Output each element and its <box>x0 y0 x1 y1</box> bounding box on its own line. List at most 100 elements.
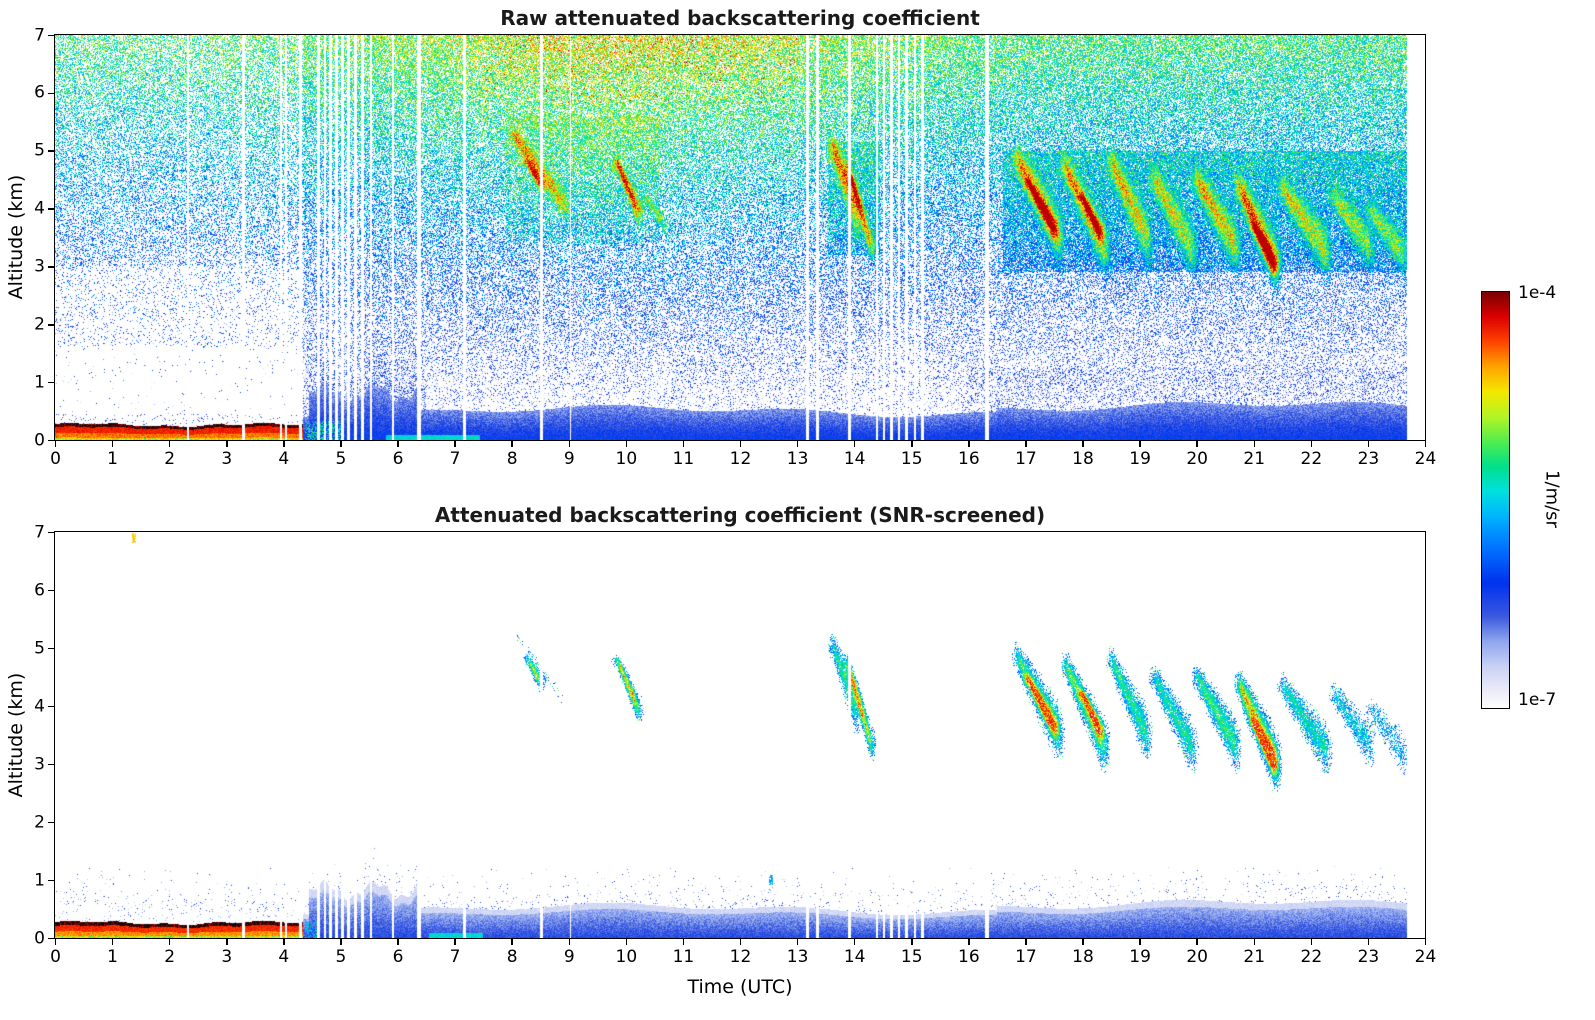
x-tick-label: 14 <box>843 448 866 469</box>
x-tick <box>1196 938 1198 945</box>
x-tick-label: 15 <box>900 448 923 469</box>
x-tick-label: 22 <box>1300 448 1323 469</box>
x-tick <box>511 938 513 945</box>
x-tick-label: 9 <box>563 448 575 469</box>
x-tick-label: 4 <box>278 946 290 967</box>
y-tick-label: 6 <box>34 82 45 103</box>
colorbar <box>1481 291 1510 709</box>
x-tick <box>625 938 628 945</box>
y-tick-label: 1 <box>34 372 45 393</box>
x-tick-label: 5 <box>335 946 347 967</box>
x-tick <box>1310 938 1313 945</box>
x-tick <box>1082 938 1084 945</box>
x-tick-label: 17 <box>1015 946 1037 967</box>
y-tick <box>48 763 54 766</box>
x-tick <box>853 938 856 945</box>
x-tick-label: 22 <box>1300 946 1323 967</box>
x-tick <box>1367 938 1370 945</box>
x-tick-label: 24 <box>1414 946 1437 967</box>
x-tick <box>1139 938 1141 945</box>
x-tick <box>682 938 685 945</box>
x-tick <box>168 440 171 447</box>
panel-screened-title: Attenuated backscattering coefficient (S… <box>434 503 1046 527</box>
x-tick <box>968 938 970 945</box>
y-tick-label: 1 <box>34 870 45 891</box>
x-tick <box>1139 440 1141 447</box>
x-tick <box>168 938 171 945</box>
y-tick-label: 2 <box>34 314 45 335</box>
x-tick <box>1082 440 1084 447</box>
x-tick-label: 16 <box>958 448 980 469</box>
x-tick <box>968 440 970 447</box>
x-tick <box>511 440 513 447</box>
x-tick-label: 15 <box>900 946 923 967</box>
x-tick-label: 13 <box>786 448 809 469</box>
y-tick <box>48 589 54 592</box>
x-tick-label: 13 <box>786 946 809 967</box>
x-tick-label: 19 <box>1129 946 1151 967</box>
y-tick-label: 0 <box>34 928 45 949</box>
x-axis-label: Time (UTC) <box>687 976 793 998</box>
y-axis-label-raw: Altitude (km) <box>5 174 27 300</box>
x-tick-label: 21 <box>1243 448 1266 469</box>
y-tick-label: 3 <box>34 754 45 775</box>
x-tick <box>226 440 228 447</box>
y-tick <box>48 324 54 326</box>
raw-heatmap-canvas <box>55 35 1425 440</box>
y-tick <box>48 266 54 268</box>
x-tick-label: 8 <box>506 946 518 967</box>
x-tick <box>1196 440 1198 447</box>
x-tick-label: 23 <box>1357 946 1380 967</box>
x-tick <box>1310 440 1313 447</box>
x-tick-label: 3 <box>221 946 233 967</box>
x-tick <box>911 938 913 945</box>
y-tick <box>48 705 54 708</box>
x-tick <box>568 938 570 945</box>
x-tick-label: 11 <box>672 448 695 469</box>
x-tick <box>682 440 685 447</box>
x-tick <box>1025 938 1027 945</box>
x-tick-label: 2 <box>164 448 176 469</box>
colorbar-unit-label: 1/m/sr <box>1541 470 1563 528</box>
x-tick <box>1367 440 1370 447</box>
plot-raw <box>54 34 1426 441</box>
x-tick <box>397 938 399 945</box>
x-tick-label: 0 <box>50 448 61 469</box>
y-tick <box>48 937 54 940</box>
y-tick-label: 5 <box>34 140 45 161</box>
screened-heatmap-canvas <box>55 532 1425 938</box>
x-tick-label: 1 <box>107 448 118 469</box>
y-tick-label: 3 <box>34 256 45 277</box>
x-tick <box>226 938 228 945</box>
x-tick <box>796 938 799 945</box>
y-tick <box>48 879 54 882</box>
x-tick-label: 23 <box>1357 448 1380 469</box>
panel-raw-title: Raw attenuated backscattering coefficien… <box>500 6 980 30</box>
y-tick <box>48 92 54 95</box>
x-tick-label: 1 <box>107 946 118 967</box>
x-tick-label: 7 <box>449 448 461 469</box>
x-tick <box>568 440 570 447</box>
x-tick-label: 4 <box>278 448 290 469</box>
x-tick-label: 17 <box>1015 448 1037 469</box>
x-tick-label: 5 <box>335 448 347 469</box>
x-tick <box>1424 938 1427 945</box>
x-tick <box>340 938 342 945</box>
x-tick <box>54 938 57 945</box>
x-tick <box>111 938 114 945</box>
x-tick-label: 11 <box>672 946 695 967</box>
x-tick-label: 0 <box>50 946 61 967</box>
x-tick <box>625 440 628 447</box>
y-tick <box>48 647 54 650</box>
x-tick-label: 6 <box>392 448 404 469</box>
y-tick-label: 6 <box>34 580 45 601</box>
x-tick-label: 12 <box>729 448 752 469</box>
x-tick-label: 12 <box>729 946 752 967</box>
y-tick-label: 4 <box>34 696 45 717</box>
x-tick-label: 20 <box>1186 448 1208 469</box>
colorbar-max-label: 1e-4 <box>1518 283 1557 303</box>
x-tick <box>111 440 114 447</box>
x-tick-label: 10 <box>615 946 638 967</box>
x-tick <box>739 440 742 447</box>
x-tick-label: 14 <box>843 946 866 967</box>
